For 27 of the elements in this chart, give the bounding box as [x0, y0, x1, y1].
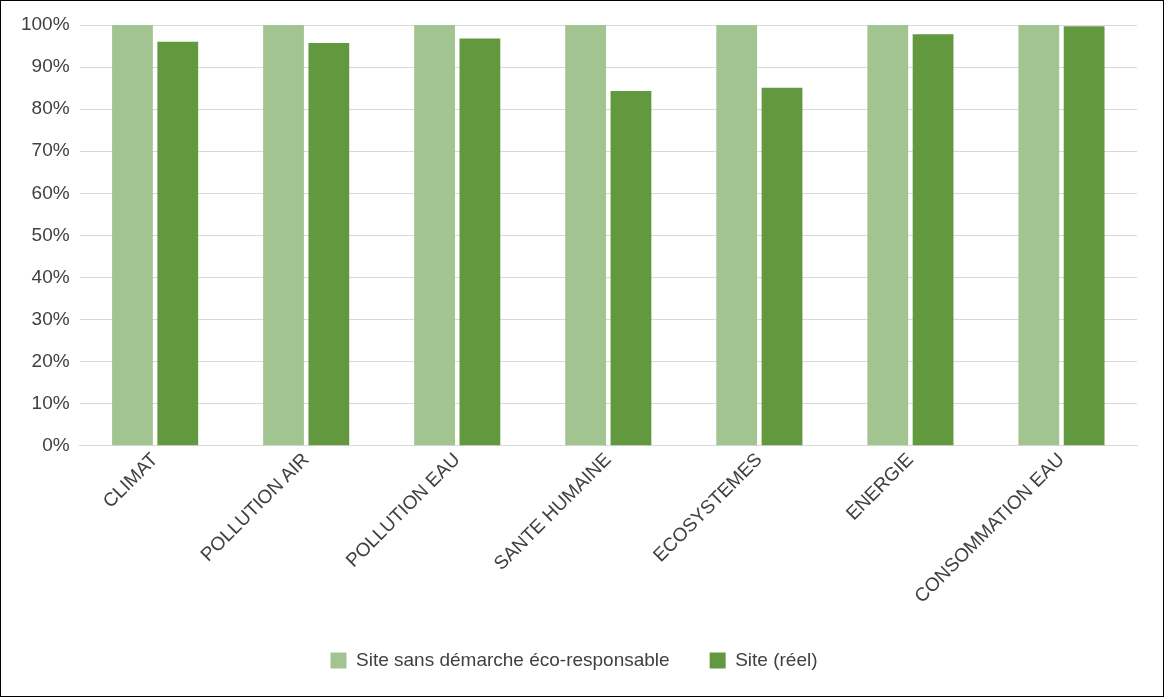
y-tick-label: 0% [42, 434, 70, 456]
y-tick-label: 80% [31, 97, 70, 119]
bar [716, 25, 758, 446]
y-tick-label: 10% [31, 391, 70, 413]
bar [414, 25, 455, 446]
bar [610, 91, 652, 446]
y-tick-label: 30% [31, 307, 70, 329]
bar [263, 25, 304, 446]
bar [1018, 25, 1060, 446]
y-tick-label: 70% [31, 139, 70, 161]
y-tick-label: 60% [31, 181, 70, 203]
legend-label: Site sans démarche éco-responsable [355, 648, 670, 670]
bar [565, 25, 607, 446]
bar [459, 38, 501, 446]
y-tick-label: 100% [20, 13, 70, 35]
y-tick-label: 40% [31, 265, 70, 287]
bar [112, 25, 153, 446]
bar [308, 43, 350, 446]
y-tick-label: 50% [31, 223, 70, 245]
y-tick-label: 20% [31, 349, 70, 371]
bar [912, 34, 954, 446]
legend-label: Site (réel) [735, 648, 818, 670]
bar [157, 41, 199, 446]
bar [867, 25, 909, 446]
y-tick-label: 90% [31, 55, 70, 77]
bar [1063, 26, 1105, 446]
bar [761, 87, 803, 446]
